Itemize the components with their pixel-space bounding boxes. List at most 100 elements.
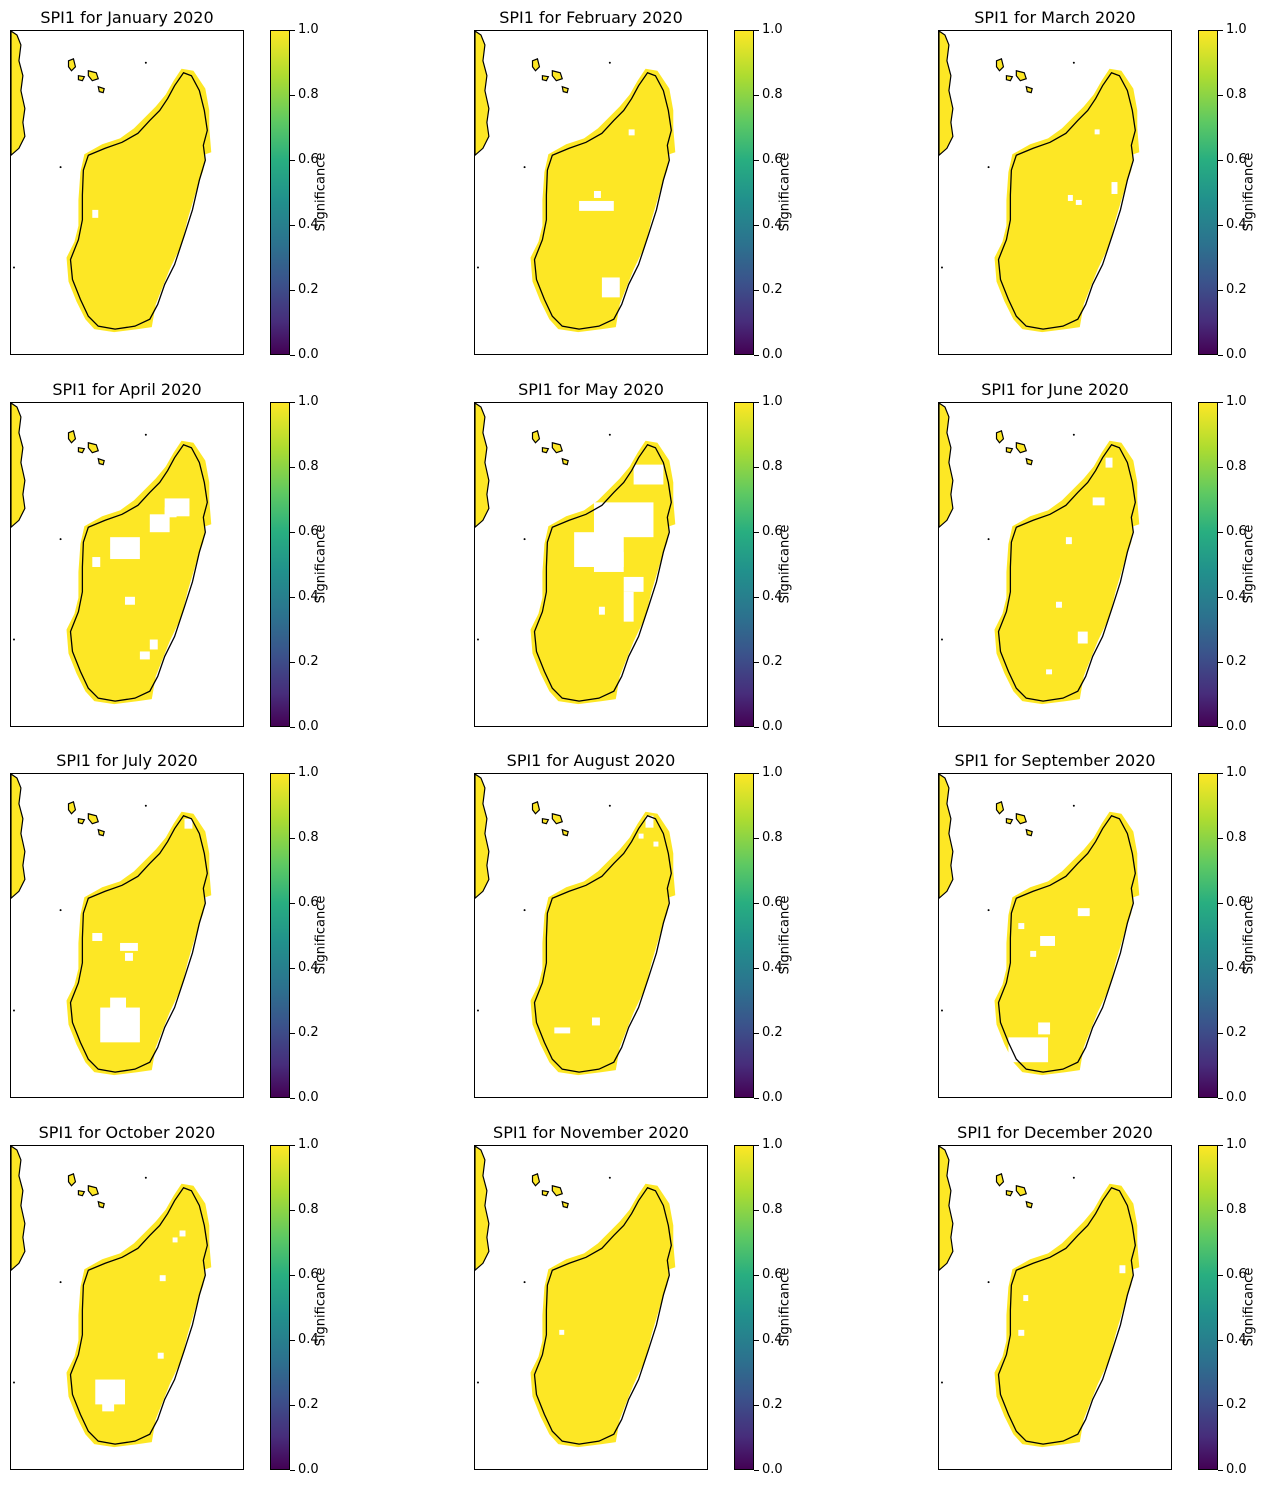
colorbar-tick-label: 0.6: [298, 895, 319, 910]
panel-title: SPI1 for August 2020: [506, 751, 676, 770]
non-significant-cell: [1077, 908, 1090, 917]
island-coast: [1025, 828, 1033, 837]
island-coast: [541, 818, 550, 825]
islet-dot: [940, 638, 943, 641]
madagascar-coastline: [533, 1186, 672, 1445]
colorbar-label: Significance: [313, 524, 329, 604]
colorbar-label: Significance: [777, 524, 793, 604]
islet-dot: [12, 266, 15, 269]
significance-map: [939, 403, 1140, 705]
colorbar-tick-label: 0.4: [762, 217, 783, 232]
non-significant-cell: [645, 815, 654, 828]
panel-title: SPI1 for March 2020: [974, 8, 1136, 27]
colorbar-tick-label: 1.0: [1226, 22, 1247, 37]
colorbar: [270, 402, 290, 727]
island-coast: [561, 1200, 569, 1209]
map-frame: [938, 30, 1172, 355]
map-panel: SPI1 for July 2020 0.0 0.2 0.4 0.6 0.8 1.0 Sign…: [10, 743, 410, 1115]
islet-dot: [1072, 804, 1075, 807]
significance-map: [475, 31, 676, 333]
island-coast: [561, 457, 569, 466]
non-significant-cell: [1075, 199, 1082, 205]
island-coast: [1005, 1190, 1014, 1197]
colorbar-tick-label: 1.0: [762, 394, 783, 409]
non-significant-cell: [125, 596, 135, 605]
non-significant-cell: [618, 311, 629, 324]
non-significant-cell: [554, 1027, 571, 1034]
island-coast: [1005, 447, 1014, 454]
colorbar-label: Significance: [777, 152, 793, 232]
significance-map: [475, 1146, 676, 1448]
colorbar-tick-label: 0.2: [298, 1025, 319, 1040]
significance-field: [66, 440, 212, 705]
island-coast: [541, 447, 550, 454]
islet-dot: [608, 433, 611, 436]
significance-map: [11, 403, 212, 705]
islet-dot: [1072, 61, 1075, 64]
non-significant-cell: [1092, 497, 1105, 506]
island-coast: [97, 828, 105, 837]
panel-title: SPI1 for September 2020: [954, 751, 1156, 770]
island-coast: [531, 801, 541, 815]
map-panel: SPI1 for January 2020 0.0 0.2 0.4 0.6 0.8 1.0 S…: [10, 0, 410, 372]
colorbar-tick-label: 0.6: [762, 1267, 783, 1282]
map-panel: SPI1 for February 2020 0.0 0.2 0.4 0.6 0.8 1.0…: [474, 0, 874, 372]
madagascar-coastline: [997, 71, 1136, 330]
map-panel: SPI1 for August 2020 0.0 0.2 0.4 0.6 0.8 1.0 Si…: [474, 743, 874, 1115]
non-significant-cell: [92, 933, 103, 941]
significance-map: [475, 403, 676, 705]
colorbar-tick-label: 0.0: [298, 1462, 319, 1477]
non-significant-cell: [638, 833, 644, 839]
island-coast: [67, 430, 77, 444]
islet-dot: [987, 1281, 990, 1284]
map-panel: SPI1 for October 2020 0.0 0.2 0.4 0.6 0.8 1.0 S…: [10, 1115, 410, 1487]
island-coast: [87, 69, 100, 82]
island-coast: [531, 58, 541, 72]
colorbar-tick-label: 0.0: [762, 1462, 783, 1477]
islet-dot: [940, 1381, 943, 1384]
map-panel: SPI1 for April 2020 0.0 0.2 0.4 0.6 0.8 1.0 Sig…: [10, 372, 410, 744]
colorbar-tick-label: 0.4: [298, 1332, 319, 1347]
island-coast: [561, 85, 569, 94]
island-coast: [1025, 85, 1033, 94]
island-coast: [97, 85, 105, 94]
colorbar: [270, 30, 290, 355]
africa-coast: [11, 31, 26, 157]
colorbar: [270, 773, 290, 1098]
non-significant-cell: [593, 552, 624, 572]
islet-dot: [1072, 433, 1075, 436]
significance-map: [939, 31, 1140, 333]
colorbar-tick-label: 0.0: [1226, 719, 1247, 734]
colorbar-label: Significance: [313, 152, 329, 232]
colorbar: [1198, 402, 1218, 727]
colorbar-tick-label: 0.4: [762, 1332, 783, 1347]
colorbar-tick-label: 1.0: [1226, 765, 1247, 780]
africa-coast: [475, 774, 490, 900]
panel-title: SPI1 for April 2020: [52, 380, 202, 399]
non-significant-cell: [1008, 1037, 1049, 1063]
map-panel: SPI1 for June 2020 0.0 0.2 0.4 0.6 0.8 1.0 Sign…: [938, 372, 1276, 744]
colorbar-tick-label: 1.0: [762, 1137, 783, 1152]
non-significant-cell: [623, 576, 644, 592]
colorbar-tick-label: 0.4: [762, 960, 783, 975]
island-coast: [551, 441, 564, 454]
non-significant-cell: [1046, 669, 1053, 675]
islet-dot: [476, 1009, 479, 1012]
islet-dot: [940, 266, 943, 269]
significance-field: [66, 1183, 212, 1448]
island-coast: [561, 828, 569, 837]
non-significant-cell: [1018, 1329, 1025, 1336]
non-significant-cell: [1040, 935, 1055, 946]
africa-coast: [939, 774, 954, 900]
island-coast: [551, 1184, 564, 1197]
madagascar-coastline: [533, 71, 672, 330]
islet-dot: [476, 1381, 479, 1384]
non-significant-cell: [591, 1017, 600, 1026]
significance-field: [994, 68, 1140, 333]
colorbar-tick-label: 0.8: [1226, 459, 1247, 474]
colorbar-label: Significance: [313, 895, 329, 975]
non-significant-cell: [92, 557, 101, 567]
significance-map: [11, 31, 212, 333]
non-significant-cell: [633, 464, 664, 485]
non-significant-cell: [164, 507, 177, 518]
